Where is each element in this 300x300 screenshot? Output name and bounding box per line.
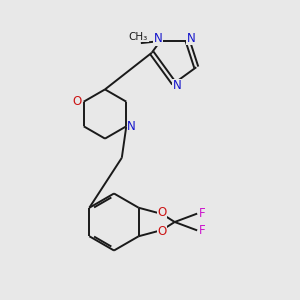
Text: N: N (154, 32, 162, 45)
Text: N: N (186, 32, 195, 45)
Text: O: O (158, 206, 167, 219)
Text: F: F (199, 224, 206, 237)
Text: F: F (199, 207, 206, 220)
Text: N: N (127, 120, 136, 133)
Text: O: O (73, 95, 82, 108)
Text: O: O (158, 225, 167, 238)
Text: N: N (172, 79, 182, 92)
Text: CH₃: CH₃ (129, 32, 148, 41)
